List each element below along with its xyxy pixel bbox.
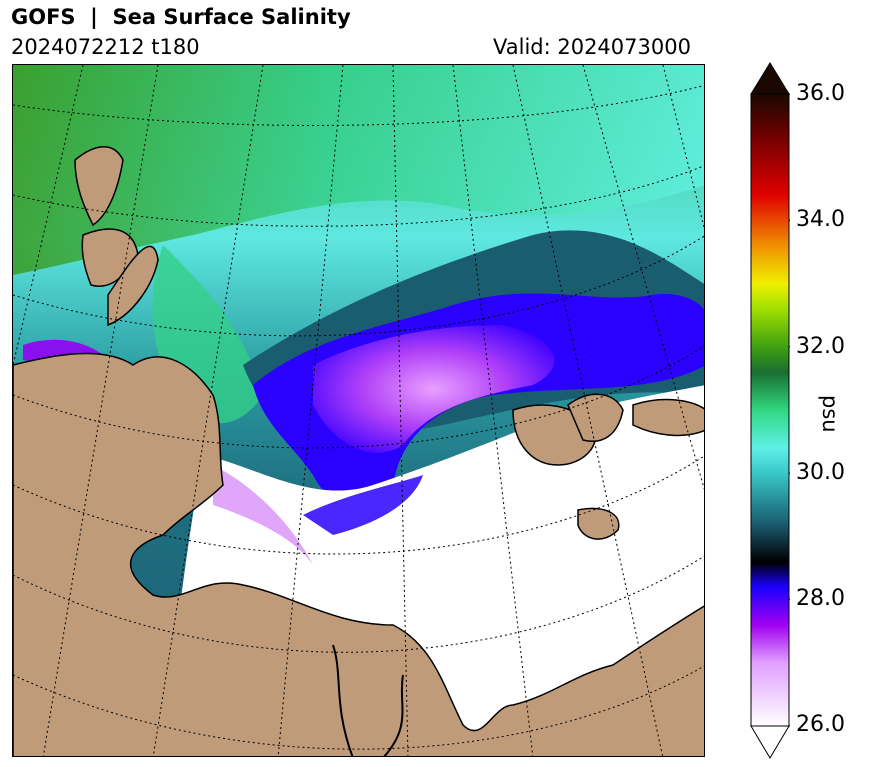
purple-plume bbox=[313, 325, 555, 453]
colorbar-label: psu bbox=[818, 395, 842, 433]
island-east-2 bbox=[567, 393, 624, 442]
tick-label-26: 26.0 bbox=[796, 712, 845, 737]
colorbar-ticks bbox=[789, 93, 790, 727]
colorbar-max-extend bbox=[750, 62, 790, 95]
island-north bbox=[74, 146, 124, 227]
map-canvas bbox=[13, 65, 704, 756]
island-east-3 bbox=[632, 398, 704, 437]
river-1 bbox=[332, 644, 354, 756]
valid-time-label: Valid: 2024073000 bbox=[493, 35, 691, 59]
blue-fringe bbox=[303, 475, 423, 535]
tick-label-32: 32.0 bbox=[796, 334, 845, 359]
map-title: GOFS | Sea Surface Salinity bbox=[11, 5, 351, 29]
island-south bbox=[107, 245, 159, 327]
salinity-map bbox=[12, 64, 705, 757]
colorbar-scale bbox=[750, 93, 790, 727]
tick-label-28: 28.0 bbox=[796, 586, 845, 611]
colorbar bbox=[750, 62, 790, 759]
purple-fringe bbox=[213, 465, 313, 565]
tick-label-34: 34.0 bbox=[796, 207, 845, 232]
tick-label-36: 36.0 bbox=[796, 81, 845, 106]
river-2 bbox=[383, 674, 404, 756]
mainland bbox=[13, 352, 704, 756]
tick-label-30: 30.0 bbox=[796, 460, 845, 485]
graticule bbox=[13, 65, 704, 756]
colorbar-min-extend bbox=[750, 725, 790, 759]
run-label: 2024072212 t180 bbox=[11, 35, 200, 59]
high-salinity-band bbox=[13, 65, 704, 275]
island-east-4 bbox=[577, 507, 620, 540]
